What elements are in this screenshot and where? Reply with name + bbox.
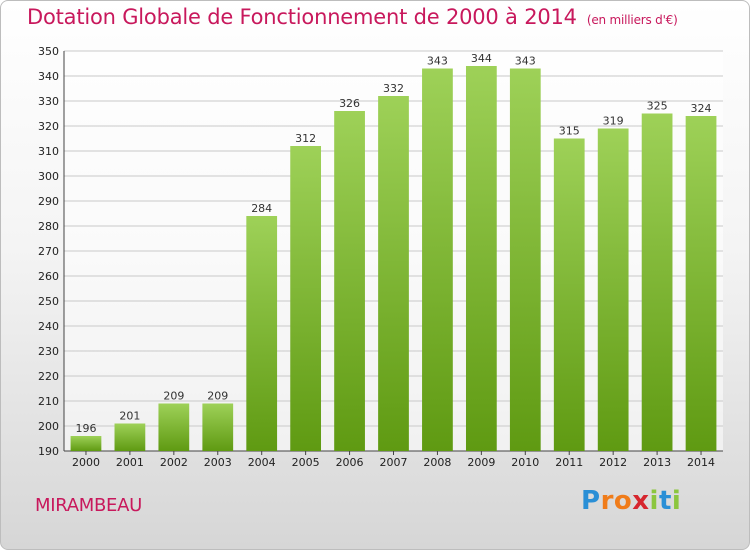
data-label: 325	[647, 100, 668, 113]
bar	[202, 403, 234, 451]
x-tick-label: 2006	[336, 456, 364, 469]
y-tick-label: 260	[38, 270, 59, 283]
y-tick-label: 240	[38, 320, 59, 333]
brand-letter: t	[658, 486, 672, 516]
x-tick-label: 2009	[467, 456, 495, 469]
y-tick-label: 350	[38, 45, 59, 58]
brand-letter: i	[649, 486, 659, 516]
y-tick-label: 200	[38, 420, 59, 433]
bar	[290, 146, 322, 451]
data-label: 343	[515, 55, 536, 68]
x-tick-label: 2003	[204, 456, 232, 469]
y-tick-label: 280	[38, 220, 59, 233]
bar	[597, 128, 629, 451]
bar	[685, 116, 717, 451]
y-tick-label: 300	[38, 170, 59, 183]
title-text: Dotation Globale de Fonctionnement de 20…	[27, 5, 577, 29]
commune-name: MIRAMBEAU	[35, 495, 142, 516]
bar	[641, 113, 673, 451]
y-tick-label: 310	[38, 145, 59, 158]
bar	[114, 423, 146, 451]
title-unit: (en milliers d'€)	[586, 13, 678, 27]
data-label: 326	[339, 97, 360, 110]
bar	[422, 68, 453, 451]
y-tick-label: 330	[38, 95, 59, 108]
y-tick-label: 210	[38, 395, 59, 408]
data-label: 201	[119, 410, 140, 423]
y-tick-label: 250	[38, 295, 59, 308]
chart-title: Dotation Globale de Fonctionnement de 20…	[27, 5, 678, 29]
x-tick-label: 2000	[72, 456, 100, 469]
bar	[70, 436, 102, 451]
brand-logo: Proxiti	[581, 486, 681, 516]
brand-letter: r	[600, 486, 614, 516]
bar	[158, 403, 190, 451]
x-tick-label: 2004	[248, 456, 276, 469]
x-tick-label: 2005	[292, 456, 320, 469]
y-tick-label: 320	[38, 120, 59, 133]
y-tick-label: 290	[38, 195, 59, 208]
data-label: 312	[295, 132, 316, 145]
y-tick-label: 220	[38, 370, 59, 383]
bar	[509, 68, 541, 451]
x-tick-label: 2014	[687, 456, 715, 469]
data-label: 284	[251, 202, 272, 215]
data-label: 209	[207, 390, 228, 403]
brand-letter: i	[671, 486, 682, 516]
data-label: 332	[383, 82, 404, 95]
data-label: 315	[559, 125, 580, 138]
bar	[378, 96, 409, 451]
y-tick-label: 230	[38, 345, 59, 358]
data-label: 319	[603, 115, 624, 128]
brand-letter: o	[613, 486, 633, 516]
data-label: 324	[691, 102, 712, 115]
data-label: 196	[75, 422, 96, 435]
data-label: 209	[163, 390, 184, 403]
bar	[553, 138, 585, 451]
data-label: 344	[471, 52, 492, 65]
x-tick-label: 2012	[599, 456, 627, 469]
bar	[246, 216, 278, 451]
x-tick-label: 2007	[380, 456, 408, 469]
bar	[465, 66, 497, 451]
x-tick-label: 2008	[423, 456, 451, 469]
x-tick-label: 2001	[116, 456, 144, 469]
bar	[334, 111, 365, 451]
y-tick-label: 190	[38, 445, 59, 458]
x-tick-label: 2013	[643, 456, 671, 469]
x-tick-label: 2011	[555, 456, 583, 469]
data-label: 343	[427, 55, 448, 68]
y-tick-label: 270	[38, 245, 59, 258]
brand-letter: x	[632, 486, 650, 516]
brand-letter: P	[581, 486, 601, 516]
x-tick-label: 2002	[160, 456, 188, 469]
y-tick-label: 340	[38, 70, 59, 83]
x-tick-label: 2010	[511, 456, 539, 469]
